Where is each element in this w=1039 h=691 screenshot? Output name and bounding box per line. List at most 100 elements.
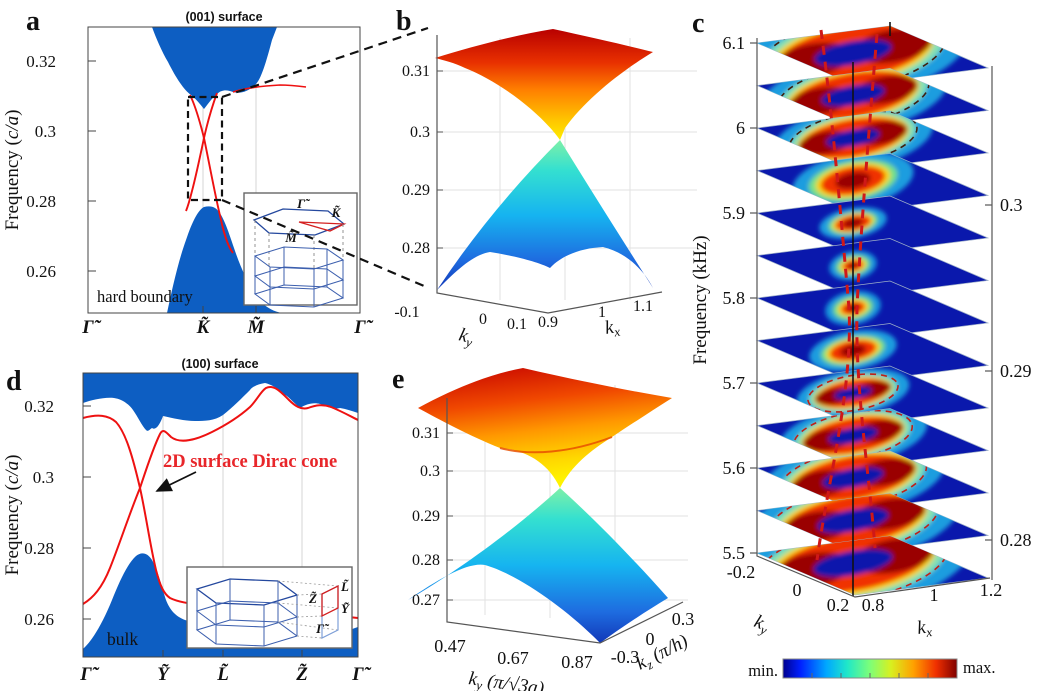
surface-band — [82, 386, 359, 605]
surface-fold-ridge — [499, 436, 613, 454]
panel-d-inset-brillouin-zone: Z̃ L̃ Ỹ Γ̃ — [186, 566, 353, 649]
kx-tick: 1 — [930, 585, 939, 605]
panel-a-ytick-marks — [88, 60, 257, 313]
kx-tick: 1.2 — [980, 580, 1003, 600]
panel-c-kx-label: kx — [916, 616, 933, 641]
ytick-label: 0.3 — [35, 122, 56, 141]
right-tick: 0.28 — [1000, 530, 1032, 550]
surface-state-band — [185, 92, 218, 212]
dirac-cone-annotation: 2D surface Dirac cone — [163, 452, 337, 472]
xtick-gamma: Γ̃ — [353, 317, 373, 338]
panel-label-b: b — [396, 6, 412, 37]
panel-e-ztick-marks — [447, 432, 453, 601]
inset-z-label: Z̃ — [308, 591, 317, 606]
kx-tick: 1.1 — [633, 298, 653, 315]
panel-b-ky-label: ky — [456, 324, 476, 350]
freq-tick: 5.7 — [723, 373, 746, 393]
kz-tick: -0.3 — [611, 647, 640, 667]
ztick-label: 0.3 — [410, 124, 430, 141]
xtick-k: K̃ — [196, 317, 211, 338]
ztick-label: 0.27 — [412, 592, 440, 609]
panel-a-title: (001) surface — [185, 10, 262, 24]
bulk-bz-edges — [196, 579, 298, 646]
panel-d-ylabel: Frequency (c/a) — [2, 455, 23, 576]
panel-c-tick-marks — [750, 42, 992, 554]
isofrequency-planes — [755, 25, 990, 596]
xtick-gamma: Γ̃ — [81, 317, 101, 338]
ytick-label: 0.26 — [26, 262, 56, 281]
zoom-region-box — [186, 95, 224, 202]
panel-b-dirac-cone-3d: b 0.31 0.3 0.29 0.28 -0.1 0 0.1 0.9 1 1.… — [394, 6, 697, 350]
ytick-label: 0.28 — [24, 539, 54, 558]
freq-tick: 5.9 — [723, 203, 746, 223]
panel-a-ylabel: Frequency (c/a) — [2, 110, 23, 231]
ytick-label: 0.32 — [24, 397, 54, 416]
panel-c-ylabel: Frequency (kHz) — [690, 235, 711, 364]
panel-label-c: c — [692, 8, 704, 39]
right-tick: 0.3 — [1000, 195, 1023, 215]
ky-tick: -0.2 — [727, 562, 756, 582]
panel-d-title: (100) surface — [181, 357, 258, 371]
panel-a-axes-box — [87, 26, 361, 314]
annotation-arrow — [155, 471, 197, 492]
lower-surface-sheet — [408, 488, 668, 643]
ztick-label: 0.28 — [412, 552, 440, 569]
hard-boundary-label: hard boundary — [97, 287, 194, 306]
panel-b-ztick-marks — [437, 70, 443, 249]
projection-dotted-lines — [277, 580, 339, 639]
ztick-label: 0.31 — [402, 63, 430, 80]
ytick-label: 0.3 — [33, 468, 54, 487]
zoom-connector-lines — [221, 26, 429, 288]
panel-label-d: d — [6, 366, 22, 397]
bz-path-triangle — [298, 221, 347, 232]
kx-tick: 0.8 — [862, 595, 885, 615]
xtick-y: Ỹ — [157, 664, 171, 685]
ky-tick: 0.87 — [561, 652, 593, 672]
surface-bz-path-rectangle — [321, 584, 339, 618]
colorbar: min. max. — [748, 658, 995, 680]
ky-tick: -0.1 — [394, 304, 419, 321]
panel-b-kx-label: kx — [603, 316, 621, 341]
ky-tick: 0.2 — [827, 595, 850, 615]
panel-d-axes-box — [82, 372, 359, 658]
inset-l-label: L̃ — [340, 579, 349, 594]
bulk-band-lower — [167, 206, 284, 313]
panel-d-ytick-marks — [83, 405, 303, 657]
colorbar-min-label: min. — [748, 661, 778, 680]
panel-c-left-floor-axes — [756, 38, 991, 598]
cone-dashed-outline — [815, 29, 879, 561]
ztick-label: 0.3 — [420, 463, 440, 480]
panel-e-ky-label: ky (π/√3a) — [467, 668, 545, 691]
ytick-label: 0.26 — [24, 610, 54, 629]
kz-tick: 0.3 — [672, 609, 695, 629]
panel-label-a: a — [26, 6, 40, 37]
panel-c-ky-label: ky — [750, 611, 772, 638]
surface-state-band — [189, 94, 234, 254]
colorbar-max-label: max. — [963, 658, 996, 677]
freq-tick: 6.1 — [723, 33, 746, 53]
xtick-l: L̃ — [216, 664, 229, 685]
ztick-label: 0.28 — [402, 240, 430, 257]
ky-tick: 0 — [479, 311, 487, 328]
panel-e-axes — [446, 398, 684, 644]
panel-c-isofrequency-stack: c 5.5 5.6 5.7 5.8 5.9 6 6.1 0.28 0.29 0.… — [690, 8, 1032, 680]
surface-state-band — [232, 84, 307, 93]
panel-b-axes — [436, 35, 663, 314]
upper-surface-sheet — [418, 368, 672, 488]
ky-tick: 0.1 — [507, 316, 527, 333]
ytick-label: 0.28 — [26, 192, 56, 211]
lower-dirac-cone-surface — [437, 140, 653, 290]
upper-dirac-cone-surface — [435, 29, 653, 140]
panel-e-kz-label: kz (π/h) — [633, 631, 693, 677]
bulk-bz-edges — [254, 247, 344, 307]
panel-label-e: e — [392, 364, 404, 395]
xtick-m: M̃ — [247, 317, 266, 338]
colorbar-ticks — [811, 673, 929, 678]
freq-tick: 5.8 — [723, 288, 746, 308]
ytick-label: 0.32 — [26, 52, 56, 71]
xtick-z: Z̃ — [295, 664, 308, 685]
kx-tick: 1 — [598, 304, 606, 321]
ztick-label: 0.31 — [412, 425, 440, 442]
panel-d-band-structure: d (100) surface 0.32 0.3 0.28 0.26 Γ̃ Ỹ … — [2, 357, 372, 685]
